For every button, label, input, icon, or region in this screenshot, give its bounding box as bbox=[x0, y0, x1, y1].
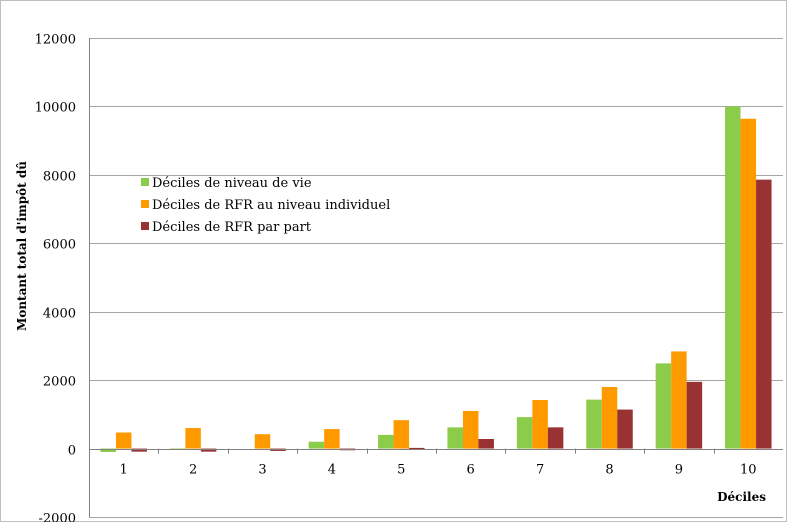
bar bbox=[478, 438, 494, 449]
legend-swatch bbox=[141, 178, 149, 186]
bar bbox=[655, 363, 672, 449]
x-tick-label: 3 bbox=[258, 463, 266, 478]
y-tick-labels: -2000 0 2000 4000 6000 8000 10000 12000 bbox=[35, 33, 76, 522]
x-tick-label: 4 bbox=[328, 463, 336, 478]
x-axis-title: Déciles bbox=[717, 490, 766, 504]
x-tick-label: 1 bbox=[120, 463, 128, 478]
bar bbox=[447, 427, 463, 449]
bar bbox=[617, 409, 633, 449]
legend-label: Déciles de RFR au niveau individuel bbox=[152, 198, 390, 213]
bar bbox=[185, 428, 201, 449]
bar bbox=[547, 427, 564, 449]
y-tick-label: 12000 bbox=[35, 33, 76, 48]
bar bbox=[462, 410, 479, 449]
x-tick-label: 7 bbox=[536, 463, 544, 478]
bars bbox=[100, 106, 772, 452]
bar bbox=[254, 434, 271, 449]
bar bbox=[601, 386, 618, 449]
x-tick-label: 10 bbox=[740, 463, 757, 478]
bar bbox=[756, 179, 772, 449]
y-tick-label: -2000 bbox=[39, 512, 76, 522]
legend-label: Déciles de RFR par part bbox=[152, 220, 312, 235]
x-tick-label: 6 bbox=[467, 463, 475, 478]
x-tick-labels: 1 2 3 4 5 6 7 8 9 10 bbox=[120, 463, 757, 478]
bar bbox=[378, 434, 394, 449]
y-tick-label: 2000 bbox=[43, 375, 76, 390]
bar bbox=[516, 417, 533, 449]
legend-swatch bbox=[141, 200, 149, 208]
bar bbox=[686, 381, 703, 449]
y-axis-title: Montant total d'impôt dû bbox=[15, 161, 29, 331]
bar bbox=[725, 106, 741, 449]
bar bbox=[200, 448, 217, 452]
legend: Déciles de niveau de vie Déciles de RFR a… bbox=[141, 176, 390, 235]
y-tick-label: 8000 bbox=[43, 170, 76, 185]
x-tick-label: 2 bbox=[189, 463, 197, 478]
y-tick-label: 0 bbox=[68, 444, 76, 459]
bar bbox=[115, 432, 132, 449]
bar bbox=[100, 448, 116, 452]
bar bbox=[532, 399, 548, 449]
axes bbox=[89, 38, 783, 517]
bar bbox=[324, 429, 340, 449]
bar bbox=[308, 441, 325, 449]
x-tick-label: 5 bbox=[397, 463, 405, 478]
legend-label: Déciles de niveau de vie bbox=[152, 176, 312, 191]
bar bbox=[740, 118, 757, 449]
x-tick-label: 8 bbox=[605, 463, 613, 478]
y-tick-label: 6000 bbox=[43, 238, 76, 253]
bar bbox=[671, 351, 687, 449]
bar bbox=[409, 447, 425, 450]
y-tick-label: 4000 bbox=[43, 307, 76, 322]
y-tick-label: 10000 bbox=[35, 101, 76, 116]
bar bbox=[586, 399, 602, 449]
x-tick-label: 9 bbox=[675, 463, 683, 478]
bar bbox=[393, 420, 410, 449]
bar bbox=[131, 448, 147, 452]
legend-swatch bbox=[141, 222, 149, 230]
